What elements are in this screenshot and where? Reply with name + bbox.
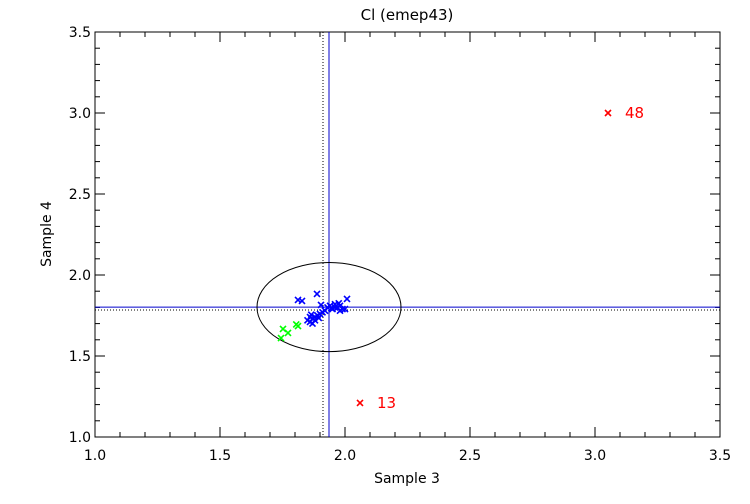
y-tick-label: 2.0 [69, 268, 91, 284]
x-tick-label: 1.5 [209, 448, 231, 464]
data-point [604, 109, 612, 117]
point-label: 48 [625, 104, 644, 122]
data-point [336, 307, 344, 315]
data-point [292, 320, 300, 328]
data-point [356, 399, 364, 407]
y-axis-label: Sample 4 [39, 201, 55, 267]
data-point [341, 305, 349, 313]
x-tick-label: 1.0 [84, 448, 106, 464]
chart-title: Cl (emep43) [361, 6, 454, 24]
confidence-ellipse [256, 262, 402, 353]
y-tick-label: 1.5 [69, 349, 91, 365]
y-tick-label: 3.5 [69, 25, 91, 41]
data-point [298, 297, 306, 305]
data-point [343, 295, 351, 303]
data-point [335, 299, 343, 307]
data-point [315, 314, 323, 322]
plot-frame [94, 31, 721, 438]
y-tick-label: 1.0 [69, 430, 91, 446]
x-axis-label: Sample 3 [374, 471, 440, 487]
y-tick-label: 3.0 [69, 106, 91, 122]
data-point [313, 290, 321, 298]
data-point [311, 316, 319, 324]
data-point [284, 329, 292, 337]
data-point [277, 334, 285, 342]
x-tick-label: 2.0 [334, 448, 356, 464]
x-tick-label: 3.5 [709, 448, 731, 464]
x-tick-label: 2.5 [459, 448, 481, 464]
x-tick-label: 3.0 [584, 448, 606, 464]
data-point [317, 301, 325, 309]
point-label: 13 [377, 394, 396, 412]
y-tick-label: 2.5 [69, 187, 91, 203]
data-point [307, 311, 315, 319]
data-point [327, 304, 335, 312]
